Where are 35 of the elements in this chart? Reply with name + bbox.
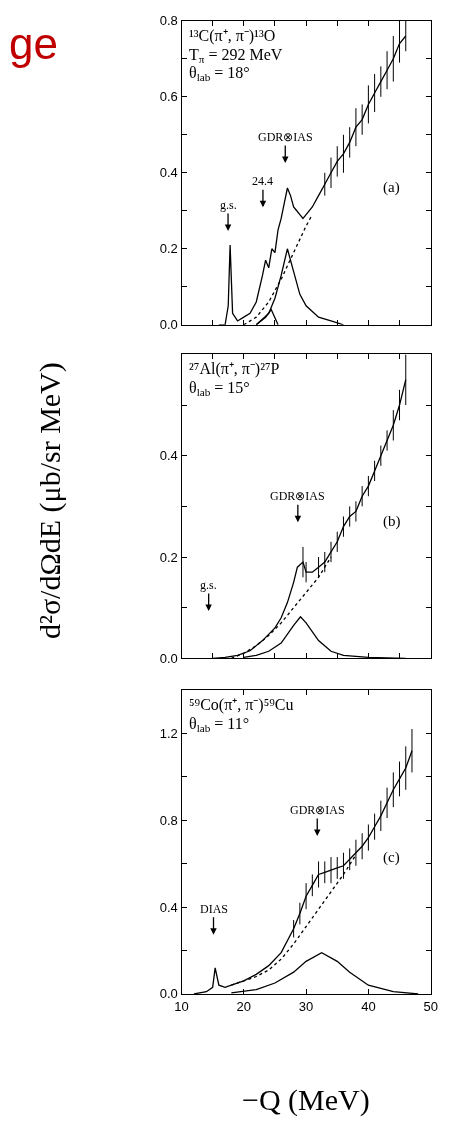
y-tick-label: 0.0	[159, 317, 178, 333]
annotation: θ$_{lab}$ = 11°	[189, 715, 250, 735]
annotation: GDR⊗IAS	[258, 130, 313, 144]
annotation: GDR⊗IAS	[270, 489, 325, 503]
y-tick-label: 0.2	[159, 241, 178, 257]
x-axis-title: −Q (MeV)	[242, 1083, 370, 1117]
annotation: GDR⊗IAS	[290, 803, 345, 817]
x-tick-label: 30	[298, 998, 314, 1014]
annotation: ²⁷Al(π⁺, π⁻)²⁷P	[189, 360, 280, 378]
annotation: ¹³C(π⁺, π⁻)¹³O	[189, 27, 276, 45]
y-tick-label: 0.2	[159, 549, 178, 565]
y-tick-label: 0.4	[159, 448, 178, 464]
y-tick-label: 0.6	[159, 89, 178, 105]
y-tick-label: 0.8	[159, 13, 178, 29]
y-tick-label: 0.8	[159, 812, 178, 828]
y-tick-label: 0.4	[159, 165, 178, 181]
y-tick-label: 0.0	[159, 650, 178, 666]
x-tick-label: 40	[361, 998, 376, 1014]
annotation: (b)	[383, 513, 401, 530]
x-tick-label: 50	[423, 998, 438, 1014]
annotation: T$_{π}$ = 292 MeV	[189, 46, 283, 66]
annotation: g.s.	[220, 198, 237, 212]
annotation: ⁵⁹Co(π⁺, π⁻)⁵⁹Cu	[189, 696, 294, 714]
y-tick-label: 1.2	[159, 725, 178, 741]
annotation: (c)	[383, 849, 400, 866]
annotation: θ$_{lab}$ = 15°	[189, 379, 250, 399]
annotation: g.s.	[200, 578, 217, 592]
annotation: DIAS	[200, 902, 229, 916]
annotation: (a)	[383, 179, 400, 196]
annotation: θ$_{lab}$ = 18°	[189, 64, 250, 84]
chart-title: ge	[9, 19, 58, 68]
annotation: 24.4	[252, 174, 273, 188]
y-axis-title: d²σ/dΩdE (μb/sr MeV)	[33, 362, 68, 640]
y-tick-label: 0.4	[159, 899, 178, 915]
x-tick-label: 20	[236, 998, 252, 1014]
